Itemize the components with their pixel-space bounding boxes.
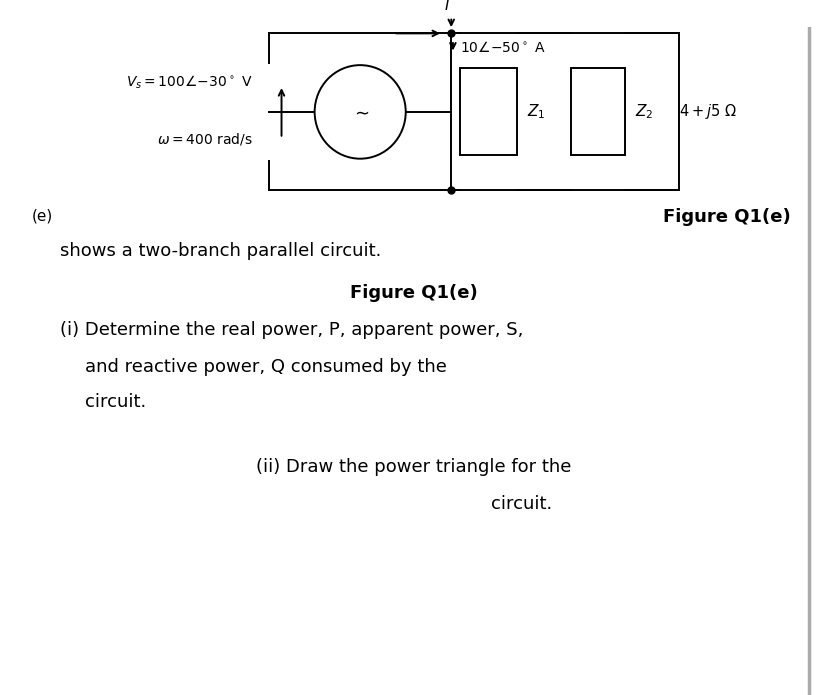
Text: (ii) Draw the power triangle for the: (ii) Draw the power triangle for the bbox=[256, 458, 571, 476]
Text: Figure Q1(e): Figure Q1(e) bbox=[662, 208, 790, 227]
Text: circuit.: circuit. bbox=[490, 495, 552, 512]
Text: (i) Determine the real power, P, apparent power, S,: (i) Determine the real power, P, apparen… bbox=[60, 321, 523, 338]
Text: $Z_2$: $Z_2$ bbox=[634, 103, 653, 121]
Text: Figure Q1(e): Figure Q1(e) bbox=[350, 284, 477, 302]
Text: $Z_1$: $Z_1$ bbox=[527, 103, 545, 121]
Text: and reactive power, Q consumed by the: and reactive power, Q consumed by the bbox=[85, 357, 447, 375]
Text: (e): (e) bbox=[31, 208, 53, 224]
Text: $\omega = 400$ rad/s: $\omega = 400$ rad/s bbox=[156, 131, 252, 147]
Text: circuit.: circuit. bbox=[85, 393, 146, 411]
Text: $10\angle{-50}^\circ$ A: $10\angle{-50}^\circ$ A bbox=[459, 40, 544, 55]
Text: $I$: $I$ bbox=[443, 0, 450, 13]
FancyBboxPatch shape bbox=[459, 69, 517, 156]
Text: shows a two-branch parallel circuit.: shows a two-branch parallel circuit. bbox=[60, 242, 381, 260]
Text: $\sim$: $\sim$ bbox=[351, 103, 369, 121]
Text: $4+j5\ \Omega$: $4+j5\ \Omega$ bbox=[678, 102, 736, 122]
Text: $V_s = 100\angle{-30}^\circ$ V: $V_s = 100\angle{-30}^\circ$ V bbox=[126, 73, 252, 90]
FancyBboxPatch shape bbox=[571, 69, 624, 156]
